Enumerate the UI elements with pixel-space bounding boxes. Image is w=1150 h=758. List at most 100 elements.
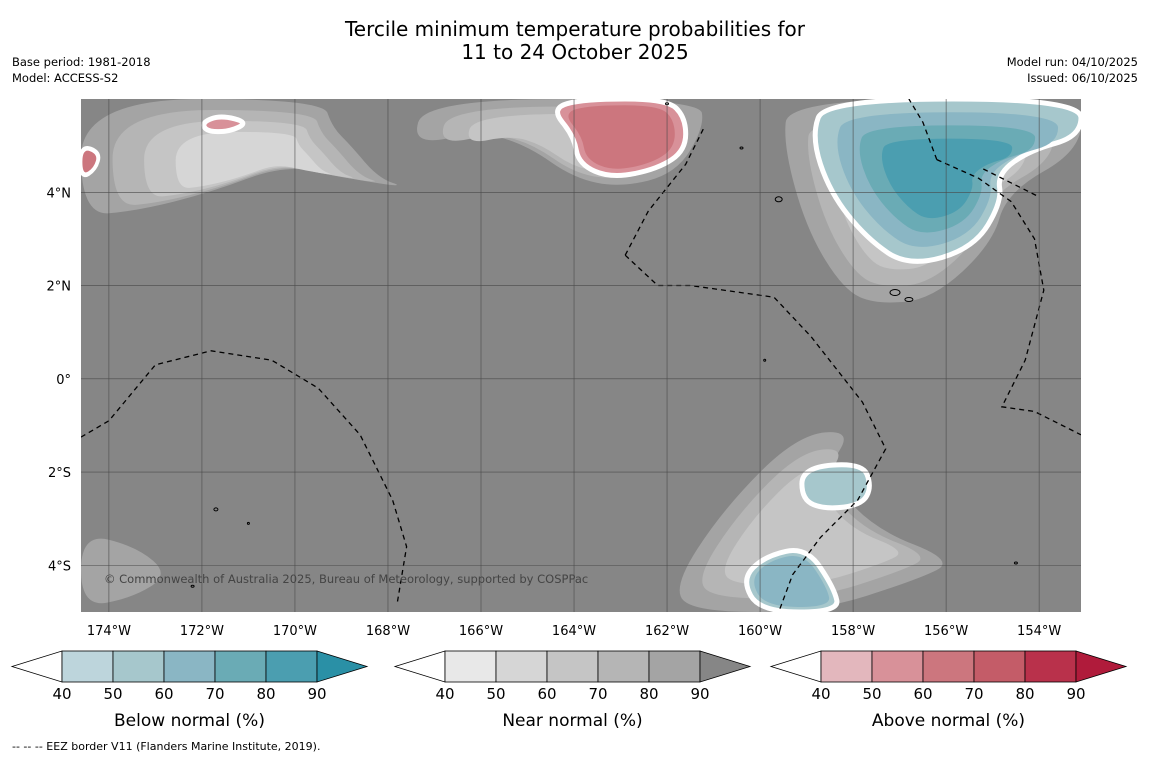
above-normal-n-level-60 bbox=[568, 105, 675, 169]
chart-title-line1: Tercile minimum temperature probabilitie… bbox=[344, 17, 806, 41]
probability-regions bbox=[81, 99, 1081, 612]
x-tick-label: 162°W bbox=[645, 624, 689, 639]
near-colorbar-tick: 70 bbox=[588, 685, 607, 703]
above-colorbar-segment bbox=[922, 650, 975, 683]
above-colorbar-label: Above normal (%) bbox=[872, 711, 1025, 731]
below-colorbar-label: Below normal (%) bbox=[114, 711, 265, 731]
near-colorbar-tick: 80 bbox=[639, 685, 658, 703]
near-colorbar-tick: 90 bbox=[690, 685, 709, 703]
x-tick-label: 158°W bbox=[831, 624, 875, 639]
near-normal-nw-level-50 bbox=[175, 131, 331, 188]
near-normal-sw-level-80 bbox=[81, 538, 161, 604]
near-colorbar-low-arrow bbox=[393, 650, 446, 683]
chart-title-line2: 11 to 24 October 2025 bbox=[461, 40, 689, 64]
above-colorbar-segment bbox=[1024, 650, 1077, 683]
island-6 bbox=[190, 584, 195, 588]
x-tick-label: 164°W bbox=[552, 624, 596, 639]
copyright-text: © Commonwealth of Australia 2025, Bureau… bbox=[104, 572, 588, 586]
below-colorbar-tick: 40 bbox=[52, 685, 71, 703]
near-colorbar-segment bbox=[495, 650, 548, 683]
island-8 bbox=[739, 146, 744, 150]
meta-right: Model run: 04/10/2025 Issued: 06/10/2025 bbox=[1007, 54, 1138, 86]
island-4 bbox=[213, 507, 219, 512]
island-2 bbox=[889, 289, 901, 296]
below-normal-s-b-region bbox=[744, 548, 840, 612]
below-normal-s-b-level-60 bbox=[754, 555, 830, 607]
below-colorbar-segment bbox=[214, 650, 267, 683]
y-tick-label: 2°S bbox=[48, 466, 71, 481]
near-colorbar-tick: 50 bbox=[486, 685, 505, 703]
above-colorbar-segment bbox=[973, 650, 1026, 683]
footnote: -- -- -- EEZ border V11 (Flanders Marine… bbox=[12, 740, 321, 753]
x-tick-label: 166°W bbox=[459, 624, 503, 639]
below-colorbar-tick: 80 bbox=[256, 685, 275, 703]
island-10 bbox=[1013, 561, 1018, 565]
below-colorbar-high-arrow bbox=[316, 650, 369, 683]
model-run: Model run: 04/10/2025 bbox=[1006, 55, 1138, 69]
near-colorbar-segment bbox=[546, 650, 599, 683]
eez-border-3 bbox=[624, 126, 705, 256]
above-colorbar-tick: 90 bbox=[1066, 685, 1085, 703]
below-colorbar-tick: 70 bbox=[205, 685, 224, 703]
base-period: Base period: 1981-2018 bbox=[12, 55, 151, 69]
near-colorbar-high-arrow bbox=[699, 650, 752, 683]
eez-border-5 bbox=[908, 99, 938, 160]
near-normal-sw-region bbox=[81, 538, 161, 604]
below-colorbar: 40 50 60 70 80 90 Below normal (%) bbox=[10, 650, 369, 731]
below-colorbar-low-arrow bbox=[10, 650, 63, 683]
below-normal-s-a-level-50 bbox=[799, 462, 872, 511]
x-tick-label: 154°W bbox=[1017, 624, 1061, 639]
y-tick-label: 2°N bbox=[47, 280, 72, 295]
above-colorbar-tick: 60 bbox=[913, 685, 932, 703]
near-colorbar-label: Near normal (%) bbox=[502, 711, 642, 731]
above-normal-nw-b-region bbox=[81, 146, 101, 178]
island-7 bbox=[763, 358, 767, 362]
below-colorbar-tick: 60 bbox=[154, 685, 173, 703]
below-normal-ne-level-80 bbox=[881, 138, 1013, 219]
chart-title: Tercile minimum temperature probabilitie… bbox=[0, 18, 1150, 64]
above-colorbar-tick: 70 bbox=[964, 685, 983, 703]
below-colorbar-tick: 90 bbox=[307, 685, 326, 703]
near-colorbar: 40 50 60 70 80 90 Near normal (%) bbox=[393, 650, 752, 731]
near-colorbar-segment bbox=[648, 650, 701, 683]
above-colorbar-tick: 50 bbox=[862, 685, 881, 703]
x-tick-label: 174°W bbox=[87, 624, 131, 639]
above-normal-nw-a-region bbox=[201, 114, 246, 135]
near-colorbar-segment bbox=[444, 650, 497, 683]
model-name: Model: ACCESS-S2 bbox=[12, 71, 119, 85]
below-colorbar-segment bbox=[265, 650, 318, 683]
island-5 bbox=[246, 521, 250, 525]
above-colorbar: 40 50 60 70 80 90 Above normal (%) bbox=[769, 650, 1128, 731]
below-colorbar-segment bbox=[61, 650, 114, 683]
near-colorbar-segment bbox=[597, 650, 650, 683]
above-colorbar-segment bbox=[820, 650, 873, 683]
x-tick-label: 156°W bbox=[924, 624, 968, 639]
colorbars: 40 50 60 70 80 90 Below normal (%) 40 50 60 70 80 90… bbox=[10, 650, 1128, 731]
meta-left: Base period: 1981-2018 Model: ACCESS-S2 bbox=[12, 54, 151, 86]
y-tick-label: 4°N bbox=[47, 186, 72, 201]
island-1 bbox=[774, 196, 783, 203]
below-colorbar-segment bbox=[163, 650, 216, 683]
near-colorbar-tick: 40 bbox=[435, 685, 454, 703]
above-colorbar-tick: 80 bbox=[1015, 685, 1034, 703]
x-tick-label: 172°W bbox=[180, 624, 224, 639]
above-normal-nw-b-level-60 bbox=[82, 150, 97, 173]
above-colorbar-low-arrow bbox=[769, 650, 822, 683]
x-tick-label: 168°W bbox=[366, 624, 410, 639]
above-colorbar-high-arrow bbox=[1075, 650, 1128, 683]
grid-lines bbox=[81, 99, 1081, 612]
above-colorbar-segment bbox=[871, 650, 924, 683]
near-colorbar-tick: 60 bbox=[537, 685, 556, 703]
y-tick-label: 0° bbox=[56, 373, 71, 388]
near-normal-nw-region bbox=[81, 99, 398, 214]
below-colorbar-segment bbox=[112, 650, 165, 683]
x-tick-label: 170°W bbox=[273, 624, 317, 639]
axis-ticks: 174°W 172°W 170°W 168°W 166°W 164°W 162°W 160°W… bbox=[47, 186, 1062, 639]
below-normal-s-a-region bbox=[799, 462, 872, 511]
issued-date: Issued: 06/10/2025 bbox=[1027, 71, 1138, 85]
eez-border-4 bbox=[936, 159, 1081, 436]
y-tick-label: 4°S bbox=[48, 559, 71, 574]
below-colorbar-tick: 50 bbox=[103, 685, 122, 703]
above-colorbar-tick: 40 bbox=[811, 685, 830, 703]
